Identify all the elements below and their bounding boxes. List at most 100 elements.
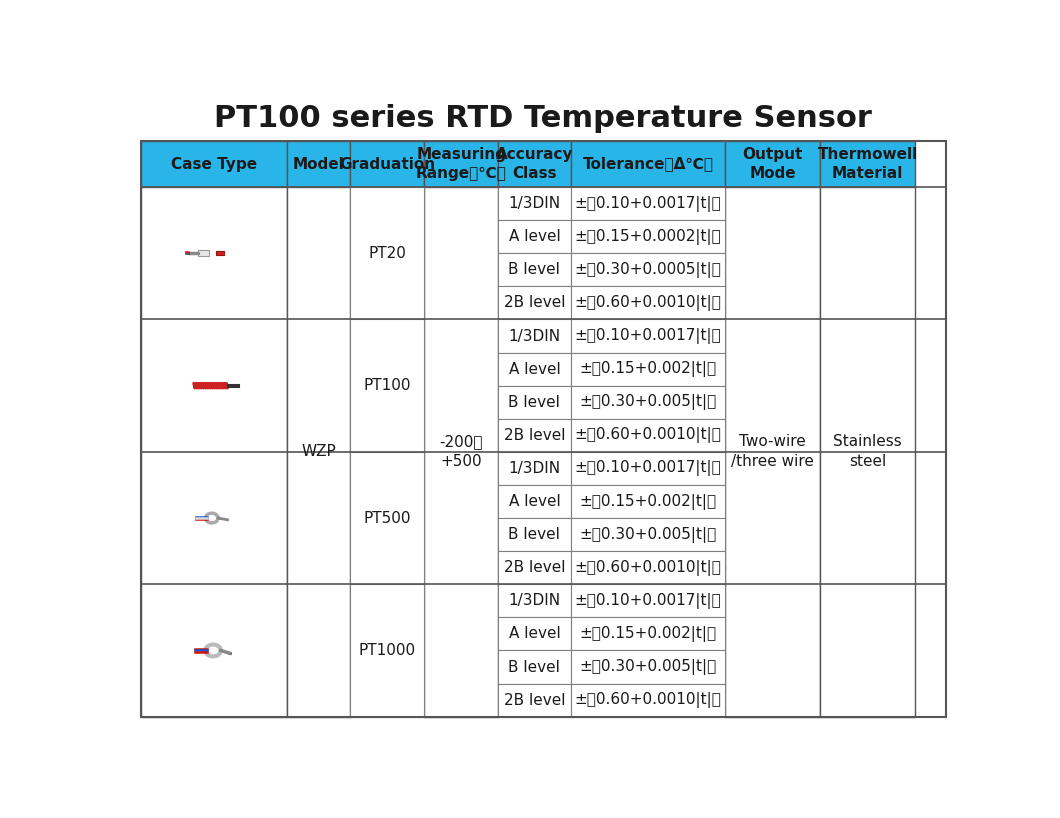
Bar — [350, 187, 424, 320]
Text: -200～
+500: -200～ +500 — [440, 434, 483, 470]
Bar — [498, 584, 570, 618]
Bar — [498, 684, 570, 717]
Text: Two-wire
/three wire: Two-wire /three wire — [731, 434, 814, 470]
Text: Output
Mode: Output Mode — [742, 146, 802, 182]
Bar — [820, 141, 915, 187]
Bar — [570, 353, 725, 385]
Bar — [498, 220, 570, 254]
Bar — [350, 452, 424, 584]
Bar — [570, 286, 725, 320]
Text: PT1000: PT1000 — [358, 643, 416, 658]
Text: ±（0.10+0.0017|t|）: ±（0.10+0.0017|t|） — [575, 461, 721, 476]
Text: Model: Model — [293, 156, 344, 172]
Bar — [498, 286, 570, 320]
Bar — [498, 187, 570, 220]
Bar — [424, 187, 498, 717]
Text: B level: B level — [509, 395, 561, 410]
Text: Measuring
Range（℃）: Measuring Range（℃） — [416, 146, 507, 182]
Text: ±（0.60+0.0010|t|）: ±（0.60+0.0010|t|） — [575, 692, 722, 708]
Bar — [570, 485, 725, 518]
Text: ±（0.60+0.0010|t|）: ±（0.60+0.0010|t|） — [575, 427, 722, 443]
Text: ±（0.15+0.0002|t|）: ±（0.15+0.0002|t|） — [575, 229, 721, 245]
Bar — [570, 684, 725, 717]
Text: PT500: PT500 — [364, 510, 411, 526]
Text: ±（0.60+0.0010|t|）: ±（0.60+0.0010|t|） — [575, 560, 722, 576]
Bar — [570, 385, 725, 419]
Text: B level: B level — [509, 659, 561, 675]
Bar — [498, 618, 570, 650]
Bar — [570, 419, 725, 452]
Bar — [570, 320, 725, 353]
Text: B level: B level — [509, 263, 561, 277]
Bar — [498, 385, 570, 419]
Bar — [498, 353, 570, 385]
Text: Accuracy
Class: Accuracy Class — [496, 146, 573, 182]
Bar — [350, 141, 424, 187]
Text: 2B level: 2B level — [504, 693, 565, 708]
Bar — [498, 452, 570, 485]
Bar — [228, 652, 231, 654]
Text: Thermowell
Material: Thermowell Material — [817, 146, 918, 182]
Bar — [498, 254, 570, 286]
Text: PT20: PT20 — [368, 245, 406, 261]
Bar — [820, 187, 915, 717]
Bar — [498, 320, 570, 353]
Text: PT100: PT100 — [364, 378, 411, 393]
Bar — [570, 551, 725, 584]
Text: Stainless
steel: Stainless steel — [833, 434, 902, 470]
Bar — [498, 141, 570, 187]
Bar — [287, 187, 350, 717]
Bar — [725, 141, 820, 187]
Text: B level: B level — [509, 527, 561, 542]
Text: Tolerance（Δ℃）: Tolerance（Δ℃） — [582, 156, 713, 172]
Text: ±（0.30+0.005|t|）: ±（0.30+0.005|t|） — [579, 659, 717, 675]
Text: ±（0.10+0.0017|t|）: ±（0.10+0.0017|t|） — [575, 328, 721, 344]
Text: A level: A level — [509, 362, 561, 376]
Text: 1/3DIN: 1/3DIN — [509, 461, 561, 476]
Bar — [498, 419, 570, 452]
Bar — [570, 452, 725, 485]
Text: 1/3DIN: 1/3DIN — [509, 196, 561, 211]
Text: 1/3DIN: 1/3DIN — [509, 329, 561, 344]
Bar — [141, 187, 287, 717]
Bar — [570, 518, 725, 551]
Bar — [570, 254, 725, 286]
Text: ±（0.30+0.005|t|）: ±（0.30+0.005|t|） — [579, 527, 717, 542]
Text: 2B level: 2B level — [504, 560, 565, 575]
Text: ±（0.10+0.0017|t|）: ±（0.10+0.0017|t|） — [575, 196, 721, 212]
Bar — [216, 251, 225, 255]
Text: Case Type: Case Type — [171, 156, 257, 172]
Bar — [287, 141, 350, 187]
Text: ±（0.10+0.0017|t|）: ±（0.10+0.0017|t|） — [575, 593, 721, 609]
Text: ±（0.15+0.002|t|）: ±（0.15+0.002|t|） — [580, 626, 717, 642]
Text: ±（0.15+0.002|t|）: ±（0.15+0.002|t|） — [580, 361, 717, 377]
Bar — [570, 618, 725, 650]
Text: 2B level: 2B level — [504, 295, 565, 310]
Bar — [570, 584, 725, 618]
Bar — [498, 650, 570, 684]
Bar — [350, 320, 424, 452]
Bar — [570, 650, 725, 684]
Text: PT100 series RTD Temperature Sensor: PT100 series RTD Temperature Sensor — [214, 105, 872, 133]
Bar — [498, 518, 570, 551]
Text: ±（0.15+0.002|t|）: ±（0.15+0.002|t|） — [580, 493, 717, 510]
Text: ±（0.60+0.0010|t|）: ±（0.60+0.0010|t|） — [575, 295, 722, 311]
Text: A level: A level — [509, 229, 561, 245]
Text: A level: A level — [509, 494, 561, 509]
Text: ±（0.30+0.0005|t|）: ±（0.30+0.0005|t|） — [575, 262, 722, 278]
Bar — [498, 551, 570, 584]
Bar — [570, 187, 725, 220]
Text: 2B level: 2B level — [504, 428, 565, 443]
Text: 1/3DIN: 1/3DIN — [509, 593, 561, 609]
Bar — [725, 187, 820, 717]
Bar — [198, 250, 210, 256]
Text: Graduation: Graduation — [339, 156, 435, 172]
Text: ±（0.30+0.005|t|）: ±（0.30+0.005|t|） — [579, 394, 717, 410]
Text: WZP: WZP — [301, 444, 336, 460]
Text: A level: A level — [509, 627, 561, 641]
Bar — [570, 220, 725, 254]
Bar — [424, 141, 498, 187]
Bar — [570, 141, 725, 187]
Bar — [141, 141, 287, 187]
Bar — [350, 584, 424, 717]
